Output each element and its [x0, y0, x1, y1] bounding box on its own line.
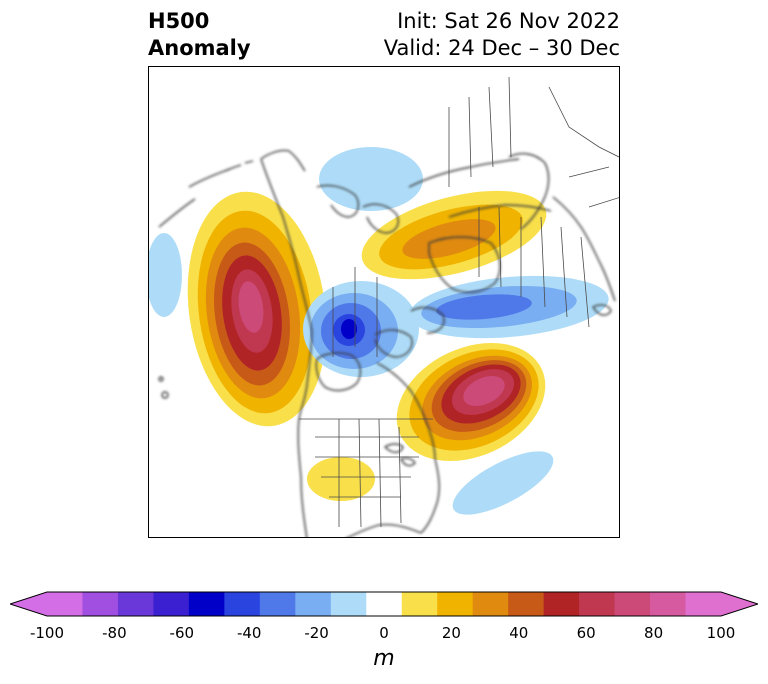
colorbar-bin	[579, 592, 616, 616]
eastern-canada-ridge-anomaly	[396, 342, 546, 462]
title-line-2: Anomaly	[148, 36, 251, 60]
anomaly-map	[148, 66, 620, 538]
colorbar-tick-label: 40	[509, 624, 529, 642]
colorbar-bin	[472, 592, 509, 616]
colorbar-bin	[330, 592, 367, 616]
colorbar-tick-label: -100	[29, 624, 65, 642]
siberia-trough-anomaly	[319, 147, 423, 211]
map-borders	[299, 76, 619, 528]
canada-trough-anomaly	[303, 281, 419, 377]
colorbar-over-arrow	[721, 592, 758, 616]
pacific-ridge-anomaly	[187, 191, 327, 427]
valid-dates: Valid: 24 Dec – 30 Dec	[383, 36, 620, 60]
colorbar-bin	[295, 592, 332, 616]
atlantic-trough-anomaly	[409, 275, 609, 339]
colorbar-bin	[437, 592, 474, 616]
colorbar-bin	[259, 592, 296, 616]
colorbar-tick-label: 0	[379, 624, 389, 642]
colorbar-bins	[47, 592, 722, 616]
colorbar-tick-label: 100	[706, 624, 736, 642]
colorbar	[10, 591, 758, 617]
colorbar-tick-label: 80	[644, 624, 664, 642]
colorbar-bin	[188, 592, 225, 616]
map-title: H500 Anomaly	[148, 8, 251, 62]
subtropical-atlantic-trough-anomaly	[452, 451, 554, 515]
colorbar-bin	[650, 592, 687, 616]
colorbar-unit: m	[373, 646, 395, 671]
colorbar-under-arrow	[10, 592, 47, 616]
colorbar-bin	[543, 592, 580, 616]
colorbar-bin	[401, 592, 438, 616]
colorbar-bin	[47, 592, 83, 616]
colorbar-tick-label: 60	[576, 624, 596, 642]
colorbar-tick-label: -20	[304, 624, 329, 642]
colorbar-bin	[614, 592, 651, 616]
colorbar-tick-label: 20	[441, 624, 461, 642]
colorbar-bin	[117, 592, 154, 616]
colorbar-bin	[685, 592, 722, 616]
colorbar-bin	[224, 592, 261, 616]
colorbar-bin	[366, 592, 403, 616]
map-svg	[149, 76, 619, 537]
colorbar-bin	[153, 592, 190, 616]
date-info: Init: Sat 26 Nov 2022 Valid: 24 Dec – 30…	[384, 8, 620, 62]
colorbar-bin	[82, 592, 119, 616]
init-date: Init: Sat 26 Nov 2022	[397, 9, 620, 33]
colorbar-tick-label: -80	[102, 624, 127, 642]
southwest-us-ridge-anomaly	[307, 457, 375, 501]
colorbar-tick-label: -60	[169, 624, 195, 642]
colorbar-bin	[508, 592, 545, 616]
colorbar-tick-label: -40	[236, 624, 262, 642]
title-line-1: H500	[148, 9, 210, 33]
west-trough-anomaly	[149, 233, 182, 317]
